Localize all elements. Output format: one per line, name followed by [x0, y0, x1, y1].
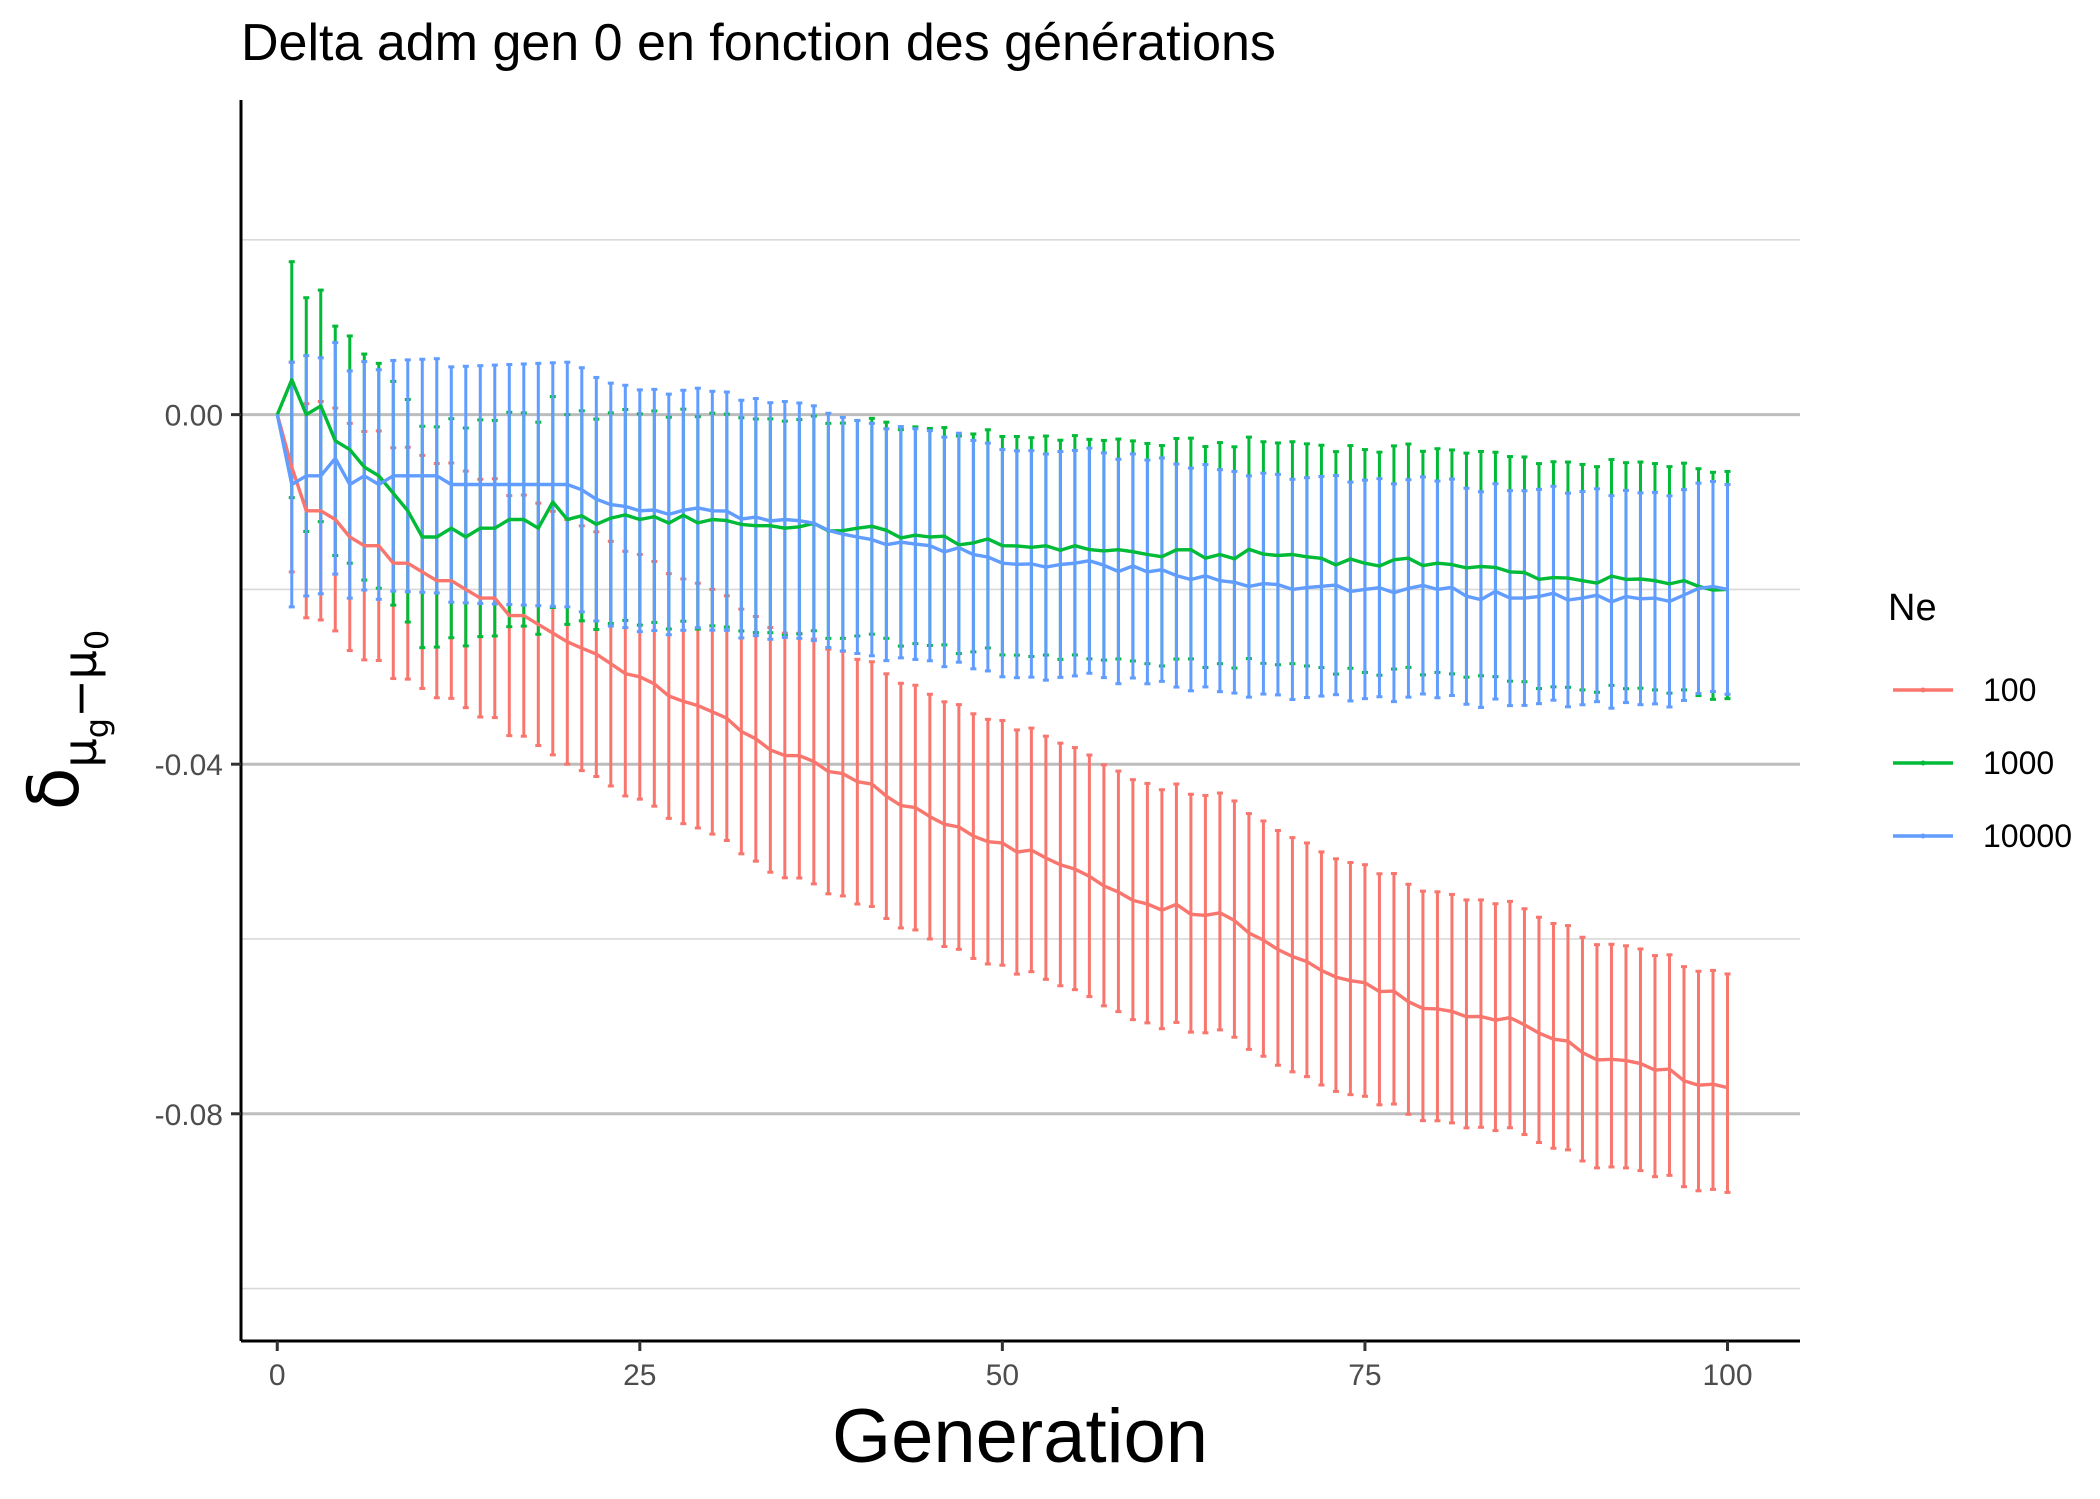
y-tick-label: -0.08	[155, 1099, 223, 1132]
legend-key-point-1000	[1920, 760, 1926, 766]
y-axis-label: δμg−μ0	[13, 630, 116, 811]
legend-key-point-10000	[1920, 833, 1926, 839]
y-axis-label-part: −	[53, 679, 107, 718]
y-tick-label: -0.04	[155, 749, 223, 782]
y-tick-labels: 0.00 -0.04 -0.08	[155, 400, 223, 1132]
error-bars	[288, 260, 1731, 1194]
y-axis-label-part: 0	[78, 630, 116, 650]
legend-label-1000: 1000	[1983, 745, 2054, 781]
series-lines	[275, 378, 1728, 1090]
chart-title: Delta adm gen 0 en fonction des générati…	[241, 14, 1276, 72]
y-tick-label: 0.00	[165, 400, 223, 433]
y-axis-label-part: δ	[13, 767, 95, 810]
y-axis-label-part: μ	[53, 738, 107, 767]
y-axis-label-text: δμg−μ0	[13, 630, 116, 811]
x-tick-label: 25	[623, 1359, 656, 1392]
series-line-10000	[275, 414, 1728, 604]
series-line-100	[275, 414, 1728, 1090]
grid	[241, 239, 1800, 1290]
legend-title: Ne	[1888, 587, 1937, 629]
x-tick-labels: 0 25 50 75 100	[269, 1359, 1753, 1392]
legend-label-10000: 10000	[1983, 818, 2072, 854]
legend-key-point-100	[1920, 687, 1926, 693]
y-axis-label-part: μ	[53, 650, 107, 679]
y-axis-label-part: g	[78, 718, 116, 738]
x-axis-label: Generation	[832, 1394, 1208, 1479]
legend: Ne 100 1000 10000	[1888, 587, 2072, 854]
x-tick-label: 50	[986, 1359, 1019, 1392]
y-axis-label-group: δμg−μ0	[13, 630, 116, 811]
series-line-1000	[275, 378, 1728, 592]
x-tick-label: 100	[1702, 1359, 1752, 1392]
x-tick-label: 0	[269, 1359, 286, 1392]
legend-label-100: 100	[1983, 672, 2036, 708]
axes	[231, 100, 1800, 1351]
x-tick-label: 75	[1348, 1359, 1381, 1392]
